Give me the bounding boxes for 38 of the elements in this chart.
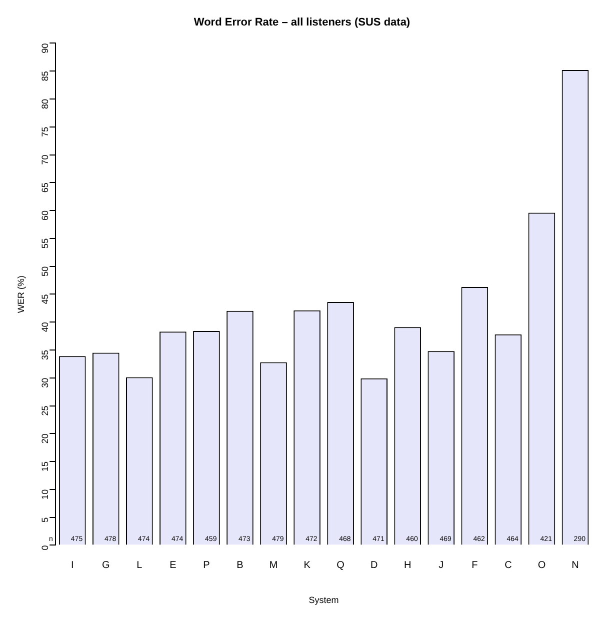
y-tick-label: 80: [40, 98, 50, 109]
chart-title: Word Error Rate – all listeners (SUS data): [194, 16, 410, 29]
x-tick-label: F: [472, 560, 478, 571]
y-axis-title: WER (%): [16, 275, 26, 313]
y-tick-label: 25: [40, 406, 50, 416]
x-tick-label: E: [170, 560, 177, 571]
y-tick-label: 0: [40, 545, 50, 550]
x-tick-label: J: [438, 560, 444, 571]
x-tick-label: B: [236, 560, 244, 571]
y-tick-label: 50: [40, 266, 50, 276]
x-axis-title: System: [308, 595, 339, 606]
x-tick-label: O: [538, 560, 546, 571]
x-tick-label: H: [404, 560, 412, 571]
x-tick-label: K: [304, 560, 311, 571]
y-tick-label: 75: [40, 126, 50, 137]
y-tick-label: 20: [40, 434, 50, 444]
y-tick-label: 10: [40, 489, 50, 500]
x-tick-label: P: [203, 560, 210, 571]
x-tick-label: D: [370, 560, 378, 571]
y-tick-label: 40: [40, 322, 50, 332]
y-tick-label: 30: [40, 378, 50, 388]
x-tick-label: Q: [336, 560, 345, 571]
y-tick-label: 85: [40, 71, 50, 82]
x-tick-label: I: [70, 560, 74, 571]
y-tick-label: 90: [40, 43, 50, 54]
y-tick-label: 15: [40, 462, 50, 472]
x-tick-label: L: [136, 560, 143, 571]
y-tick-label: 45: [40, 294, 50, 304]
y-tick-label: 65: [40, 182, 50, 193]
y-tick-label: 70: [40, 154, 50, 165]
x-tick-label: C: [504, 560, 512, 571]
y-tick-label: 5: [40, 517, 50, 522]
x-tick-label: N: [572, 560, 579, 571]
y-tick-label: 60: [40, 210, 50, 221]
x-tick-label: G: [102, 560, 110, 571]
y-tick-label: 55: [40, 238, 50, 248]
y-tick-label: 35: [40, 350, 50, 360]
x-tick-label: M: [269, 560, 278, 571]
